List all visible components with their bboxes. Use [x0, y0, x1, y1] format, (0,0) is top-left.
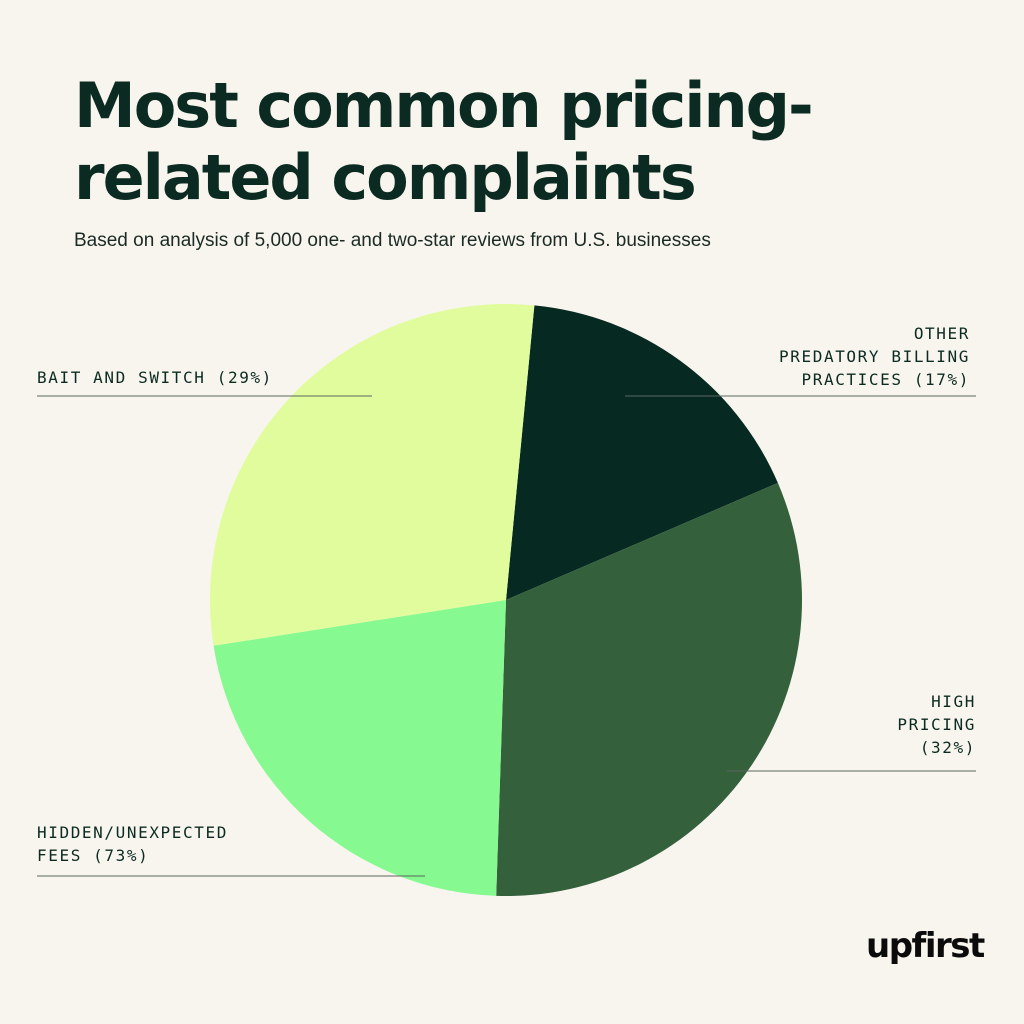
- slice-label-hidden-fees-line-1: HIDDEN/UNEXPECTED: [37, 823, 228, 842]
- upfirst-logo: upfirst: [866, 926, 985, 966]
- slice-label-high-pricing-line-2: PRICING: [897, 715, 976, 734]
- slice-label-high-pricing-line-3: (32%): [919, 738, 976, 757]
- pie-slice-high-pricing: [496, 482, 803, 897]
- chart-title: Most common pricing- related complaints: [74, 70, 974, 214]
- pie-slices: [209, 303, 803, 897]
- chart-title-line-1: Most common pricing-: [74, 69, 814, 142]
- pie-slice-other-predatory-billing: [506, 305, 778, 600]
- slice-label-hidden-fees: HIDDEN/UNEXPECTED FEES (73%): [37, 821, 228, 867]
- pie-slice-hidden-fees: [213, 600, 506, 896]
- pie-slice-bait-and-switch: [209, 303, 535, 646]
- slice-label-high-pricing-line-1: HIGH: [931, 692, 976, 711]
- slice-label-other-predatory-billing: OTHER PREDATORY BILLING PRACTICES (17%): [779, 322, 970, 391]
- slice-label-other-line-1: OTHER: [913, 324, 970, 343]
- slice-label-other-line-3: PRACTICES (17%): [801, 370, 970, 389]
- leader-lines: [37, 395, 976, 877]
- slice-label-high-pricing: HIGH PRICING (32%): [897, 690, 976, 759]
- chart-subtitle: Based on analysis of 5,000 one- and two-…: [74, 230, 711, 251]
- slice-label-bait-and-switch: BAIT AND SWITCH (29%): [37, 366, 273, 389]
- slice-label-other-line-2: PREDATORY BILLING: [779, 347, 970, 366]
- slice-label-bait-and-switch-line-1: BAIT AND SWITCH (29%): [37, 368, 273, 387]
- chart-title-line-2: related complaints: [74, 141, 697, 214]
- slice-label-hidden-fees-line-2: FEES (73%): [37, 846, 150, 865]
